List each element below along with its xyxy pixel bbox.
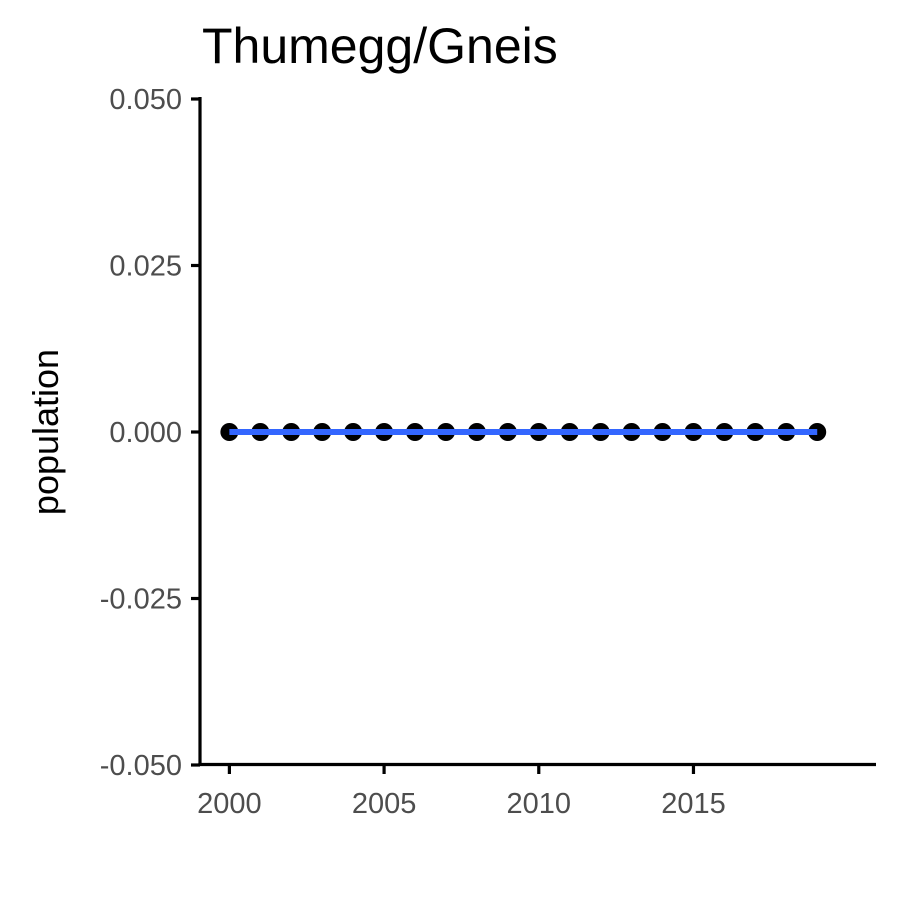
chart-title: Thumegg/Gneis	[202, 18, 558, 74]
x-axis-ticks: 2000 2005 2010 2015	[197, 765, 726, 820]
x-tick-label: 2005	[352, 788, 417, 820]
y-axis-label: population	[25, 349, 66, 515]
x-tick-label: 2015	[661, 788, 726, 820]
y-tick-label: 0.000	[109, 417, 182, 449]
series-group	[220, 423, 827, 441]
y-tick-label: -0.050	[100, 750, 182, 782]
y-tick-label: -0.025	[100, 584, 182, 616]
x-tick-label: 2000	[197, 788, 262, 820]
x-tick-label: 2010	[507, 788, 572, 820]
y-axis-ticks: -0.050 -0.025 0.000 0.025 0.050	[100, 84, 200, 782]
y-tick-label: 0.050	[109, 84, 182, 116]
y-tick-label: 0.025	[109, 251, 182, 283]
